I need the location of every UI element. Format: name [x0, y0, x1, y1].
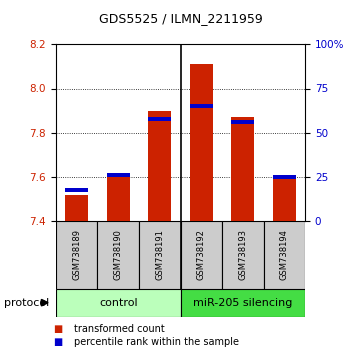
Text: GSM738193: GSM738193	[238, 229, 247, 280]
Bar	[148, 110, 171, 221]
Text: ■: ■	[53, 337, 62, 347]
Bar	[264, 221, 305, 289]
Bar	[107, 175, 130, 221]
Text: GSM738190: GSM738190	[114, 229, 123, 280]
Bar	[273, 177, 296, 221]
Text: GDS5525 / ILMN_2211959: GDS5525 / ILMN_2211959	[99, 12, 262, 25]
Bar	[56, 289, 180, 317]
Bar	[56, 221, 97, 289]
Text: GSM738189: GSM738189	[72, 229, 81, 280]
Text: percentile rank within the sample: percentile rank within the sample	[74, 337, 239, 347]
Bar	[97, 221, 139, 289]
Bar	[148, 118, 171, 121]
Bar	[222, 221, 264, 289]
Text: miR-205 silencing: miR-205 silencing	[193, 298, 292, 308]
Text: GSM738194: GSM738194	[280, 229, 289, 280]
Text: ■: ■	[53, 324, 62, 333]
Bar	[231, 117, 254, 221]
Text: GSM738192: GSM738192	[197, 229, 206, 280]
Bar	[190, 104, 213, 108]
Text: protocol: protocol	[4, 298, 49, 308]
Bar	[273, 175, 296, 179]
Bar	[180, 221, 222, 289]
Bar	[65, 195, 88, 221]
Bar	[190, 64, 213, 221]
Bar	[180, 289, 305, 317]
Text: GSM738191: GSM738191	[155, 229, 164, 280]
Bar	[231, 120, 254, 124]
Bar	[107, 173, 130, 177]
Bar	[65, 188, 88, 192]
Bar	[139, 221, 180, 289]
Text: transformed count: transformed count	[74, 324, 165, 333]
Text: control: control	[99, 298, 138, 308]
